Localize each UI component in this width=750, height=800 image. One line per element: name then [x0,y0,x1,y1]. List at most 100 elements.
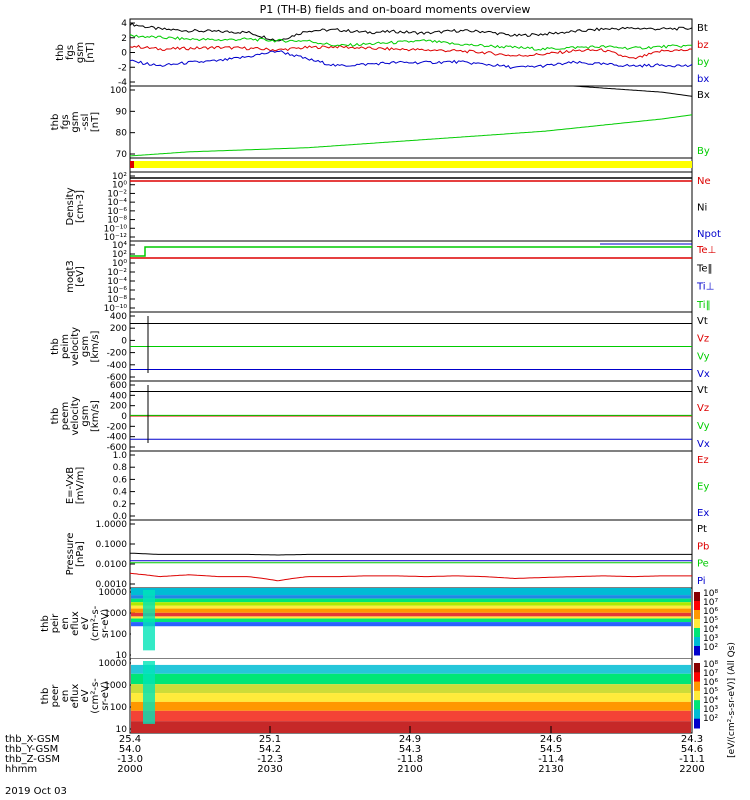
y-axis-label: thb fgs gsm [nT] [55,42,96,63]
y-axis-label-line: eV [80,689,91,702]
legend-entry: Vx [697,369,710,380]
ephemeris-row-label: hhmm [5,764,37,775]
legend-entry: Vx [697,439,710,450]
colorbar-segment [694,619,700,629]
legend-entry: Pt [697,524,707,535]
y-axis-label-line: gsm [75,42,86,63]
y-axis-label-line: [mV/m] [75,467,86,505]
y-axis-label-line: thb [50,338,61,355]
series-line-bz [129,44,693,60]
spectrogram-band [131,659,691,665]
y-axis-label: Density [cm-3] [65,187,86,225]
spectrogram-burst [143,661,155,724]
panel-flag-bar [129,157,693,173]
y-tick-label: 10⁰ [112,181,127,191]
y-tick-label: -200 [107,422,128,432]
spectrogram-band [131,605,691,609]
y-tick-label: 1000 [104,609,127,619]
panel-frame [129,85,693,159]
legend-entry: By [697,146,710,157]
y-tick-label: 10000 [98,659,127,669]
y-tick-label: 0.0100 [96,560,128,570]
flag-bar-fill [130,161,692,168]
y-axis-label-line: sr-eV) [100,681,111,710]
ephemeris-value: 25.1 [259,734,281,745]
y-tick-label: 0.0 [113,512,128,522]
ephemeris-value: 24.9 [399,734,421,745]
legend-entry: Vt [697,316,708,327]
y-axis-label-line: peir [50,613,61,633]
ephemeris-value: -13.0 [117,754,143,765]
series-line-Bx [130,85,693,97]
spectrogram-band [131,618,691,623]
legend-entry: Bt [697,23,708,34]
y-tick-label: 100 [110,86,127,96]
panel-fgs-ssl: 100 90 80 70 thb fgs gsm -ssl [nT] Bx By [50,85,710,160]
y-tick-label: 10⁻² [107,268,127,278]
ephemeris-value: 54.5 [540,744,562,755]
y-tick-label: 0.2 [113,500,127,510]
y-axis-label-line: eV [80,617,91,630]
colorbar-tick-label: 10⁷ [703,598,718,608]
y-axis-label: thb peem velocity gsm [km/s] [50,396,101,435]
panel-peim-velocity: 400 200 0 -200 -400 -600 thb peim velocity gsm [km… [50,311,710,383]
colorbar-segment [694,700,700,710]
spectrogram-band [131,616,691,619]
colorbar-tick-label: 10² [703,714,718,724]
ephemeris-value: 54.0 [119,744,141,755]
spectrogram-band [131,602,691,606]
legend-entry: Bx [697,90,710,101]
panel-fgs: 4 2 0 -2 -4 thb fgs gsm [nT] Bt bz by bx [55,18,709,88]
y-axis-label-line: -ssl [80,114,91,131]
y-tick-label: 400 [110,312,127,322]
y-tick-label: 0 [121,49,127,59]
legend-entry: Ey [697,482,709,493]
y-tick-label: 10⁴ [112,241,127,251]
y-axis-label: Pressure [nPa] [65,533,86,576]
legend-entry: bz [697,40,709,51]
y-tick-label: 10⁻⁸ [107,295,127,305]
y-axis-label: thb peim velocity gsm [km/s] [50,327,101,366]
spectrogram-band [131,664,691,674]
y-tick-label: 200 [110,402,127,412]
y-axis-label-line: (cm²-s- [90,605,101,641]
y-tick-label: 1.0000 [96,520,128,530]
date-label: 2019 Oct 03 [5,786,67,797]
legend-entry: Ni [697,203,707,214]
y-tick-label: -400 [107,433,128,443]
y-tick-label: 0.4 [113,488,128,498]
colorbar-tick-label: 10⁵ [703,616,718,626]
ephemeris-value: 24.6 [540,734,562,745]
y-tick-label: 0 [121,336,127,346]
colorbar-segment [694,681,700,692]
y-axis-label-line: eflux [70,611,81,636]
y-axis-label-line: [cm-3] [75,190,86,223]
ephemeris-value: 54.3 [399,744,421,755]
y-tick-label: 10⁻⁴ [107,277,127,287]
panel-frame [129,171,693,242]
y-tick-label: 100 [110,703,127,713]
legend-entry: Npot [697,229,721,240]
legend-entry: Pi [697,576,706,587]
y-axis-label-line: [km/s] [90,400,101,432]
spectrogram-band [131,622,691,627]
y-axis-label: thb peer en eflux eV (cm²-s-sr-eV) [40,678,111,714]
y-axis-label-line: thb [40,615,51,632]
y-tick-label: -600 [107,373,128,383]
y-axis-label-line: thb [50,114,61,131]
y-tick-label: 1.0 [113,451,128,461]
y-tick-label: -4 [118,78,127,88]
series-line-By [129,114,693,157]
colorbar-label: [eV/(cm²-s-sr-eV)] (All Qs) [727,642,737,758]
panel-frame [129,240,693,313]
ephemeris-row-label: thb_X-GSM [5,734,60,745]
spectrogram-band [131,710,691,722]
y-axis-label-line: peim [60,334,71,359]
spectrogram-band [131,721,691,733]
legend-entry: by [697,57,709,68]
y-tick-label: 0.0010 [96,580,128,590]
y-axis-label-line: Pressure [65,533,76,576]
y-tick-label: 10⁻⁶ [107,207,127,217]
